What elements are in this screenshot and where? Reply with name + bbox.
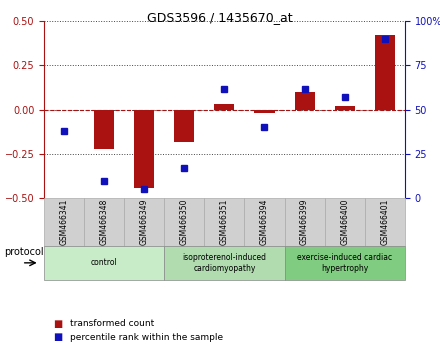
Bar	[335, 106, 355, 110]
Text: ■: ■	[53, 319, 62, 329]
Text: isoproterenol-induced
cardiomyopathy: isoproterenol-induced cardiomyopathy	[183, 253, 266, 273]
Bar	[84, 198, 124, 246]
Bar	[365, 198, 405, 246]
Text: GSM466341: GSM466341	[59, 199, 69, 245]
Text: ■: ■	[53, 332, 62, 342]
Bar	[44, 198, 84, 246]
Bar	[294, 92, 315, 110]
Text: exercise-induced cardiac
hypertrophy: exercise-induced cardiac hypertrophy	[297, 253, 392, 273]
Bar	[164, 246, 285, 280]
Bar	[254, 110, 275, 113]
Text: control: control	[91, 258, 117, 267]
Text: GSM466400: GSM466400	[340, 199, 349, 245]
Bar	[285, 198, 325, 246]
Bar	[325, 198, 365, 246]
Bar	[124, 198, 164, 246]
Bar	[134, 110, 154, 188]
Bar	[375, 35, 395, 110]
Text: GDS3596 / 1435670_at: GDS3596 / 1435670_at	[147, 11, 293, 24]
Text: GSM466394: GSM466394	[260, 199, 269, 245]
Text: GSM466399: GSM466399	[300, 199, 309, 245]
Bar	[285, 246, 405, 280]
Bar	[44, 246, 164, 280]
Bar	[164, 198, 204, 246]
Text: GSM466351: GSM466351	[220, 199, 229, 245]
Bar	[214, 104, 235, 110]
Text: GSM466350: GSM466350	[180, 199, 189, 245]
Bar	[174, 110, 194, 142]
Text: GSM466348: GSM466348	[99, 199, 109, 245]
Bar	[94, 110, 114, 149]
Text: protocol: protocol	[4, 247, 44, 257]
Text: transformed count: transformed count	[70, 319, 154, 329]
Text: percentile rank within the sample: percentile rank within the sample	[70, 332, 224, 342]
Text: GSM466401: GSM466401	[380, 199, 389, 245]
Text: GSM466349: GSM466349	[140, 199, 149, 245]
Bar	[204, 198, 245, 246]
Bar	[245, 198, 285, 246]
